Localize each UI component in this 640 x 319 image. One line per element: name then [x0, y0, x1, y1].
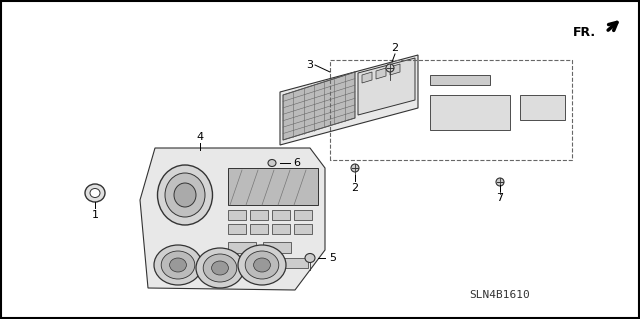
Polygon shape: [376, 68, 386, 79]
Ellipse shape: [253, 258, 270, 272]
Ellipse shape: [165, 173, 205, 217]
Bar: [272, 210, 290, 220]
Text: 3: 3: [307, 60, 314, 70]
Ellipse shape: [305, 254, 315, 263]
Polygon shape: [280, 55, 418, 145]
Text: 5: 5: [330, 253, 337, 263]
Ellipse shape: [386, 64, 394, 72]
Polygon shape: [430, 75, 490, 85]
Text: 1: 1: [92, 210, 99, 220]
Polygon shape: [283, 72, 355, 140]
Ellipse shape: [196, 248, 244, 288]
Polygon shape: [358, 58, 415, 115]
Polygon shape: [362, 72, 372, 83]
Ellipse shape: [154, 245, 202, 285]
Ellipse shape: [170, 258, 186, 272]
Ellipse shape: [161, 251, 195, 279]
Text: 4: 4: [196, 132, 204, 142]
Text: SLN4B1610: SLN4B1610: [470, 290, 531, 300]
Ellipse shape: [90, 189, 100, 197]
Text: FR.: FR.: [573, 26, 596, 39]
Bar: [294, 224, 312, 234]
Text: 6: 6: [294, 158, 301, 168]
Bar: [283, 258, 308, 268]
Bar: [228, 242, 256, 253]
Polygon shape: [430, 95, 510, 130]
Bar: [294, 210, 312, 220]
Text: 2: 2: [351, 183, 358, 193]
Text: 2: 2: [392, 43, 399, 53]
Bar: [263, 242, 291, 253]
Ellipse shape: [85, 184, 105, 202]
Bar: [248, 258, 273, 268]
Bar: [272, 224, 290, 234]
Ellipse shape: [204, 254, 237, 282]
Ellipse shape: [496, 178, 504, 186]
Ellipse shape: [174, 183, 196, 207]
Polygon shape: [140, 148, 325, 290]
Ellipse shape: [238, 245, 286, 285]
Bar: [228, 224, 246, 234]
Ellipse shape: [351, 164, 359, 172]
Bar: [283, 148, 298, 158]
Bar: [228, 210, 246, 220]
Ellipse shape: [245, 251, 279, 279]
Ellipse shape: [212, 261, 228, 275]
Bar: [250, 224, 268, 234]
Bar: [250, 210, 268, 220]
Polygon shape: [228, 168, 318, 205]
Text: 7: 7: [497, 193, 504, 203]
Ellipse shape: [268, 160, 276, 167]
Ellipse shape: [157, 165, 212, 225]
Polygon shape: [390, 64, 400, 75]
Polygon shape: [520, 95, 565, 120]
